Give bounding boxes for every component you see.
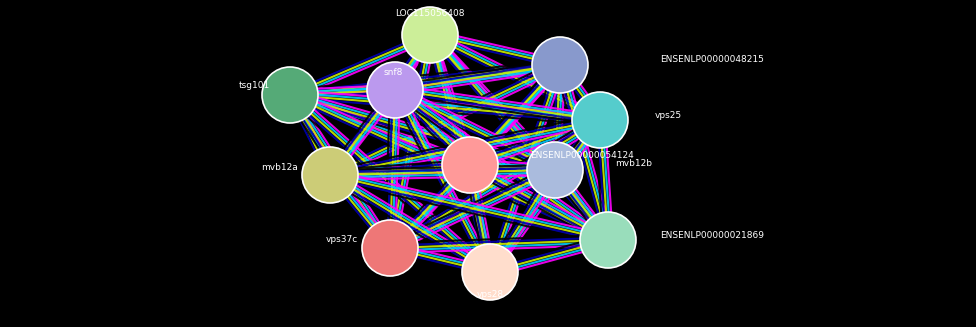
Text: LOC115056408: LOC115056408: [395, 9, 465, 18]
Circle shape: [442, 137, 498, 193]
Text: snf8: snf8: [384, 68, 403, 77]
Circle shape: [572, 92, 628, 148]
Text: vps37c: vps37c: [326, 235, 358, 245]
Text: tsg101: tsg101: [239, 80, 270, 90]
Text: vps25: vps25: [655, 111, 682, 119]
Circle shape: [367, 62, 423, 118]
Circle shape: [462, 244, 518, 300]
Circle shape: [302, 147, 358, 203]
Text: ENSENLP00000021869: ENSENLP00000021869: [660, 231, 764, 239]
Text: ENSENLP00000054124: ENSENLP00000054124: [530, 150, 633, 160]
Circle shape: [262, 67, 318, 123]
Circle shape: [402, 7, 458, 63]
Text: mvb12b: mvb12b: [615, 159, 652, 167]
Circle shape: [527, 142, 583, 198]
Circle shape: [532, 37, 588, 93]
Text: ENSENLP00000048215: ENSENLP00000048215: [660, 56, 764, 64]
Text: vps28: vps28: [476, 290, 504, 299]
Circle shape: [362, 220, 418, 276]
Circle shape: [580, 212, 636, 268]
Text: mvb12a: mvb12a: [262, 164, 298, 173]
